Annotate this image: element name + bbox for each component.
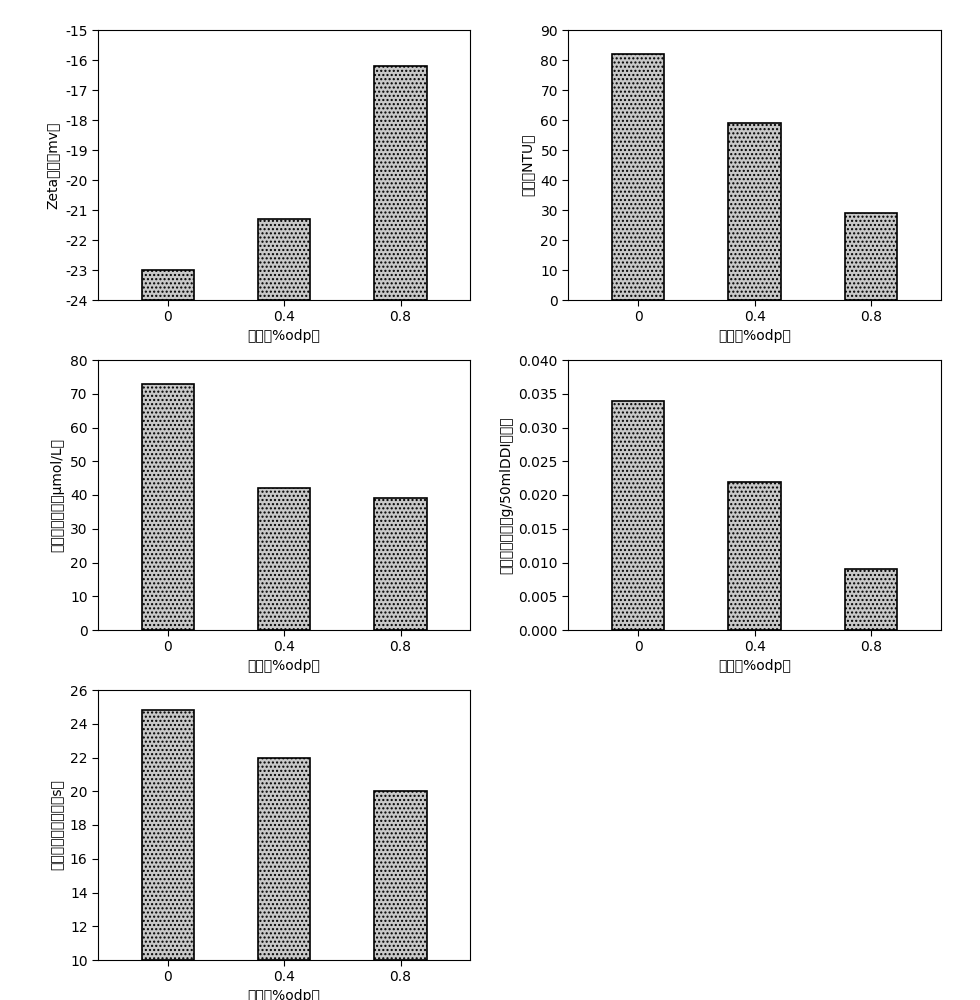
- Y-axis label: 微滤膜截留量（g/50mlDDI滤液）: 微滤膜截留量（g/50mlDDI滤液）: [499, 416, 513, 574]
- Bar: [258, 488, 311, 630]
- Y-axis label: Zeta电位（mv）: Zeta电位（mv）: [45, 121, 60, 209]
- Y-axis label: 浊度（NTU）: 浊度（NTU）: [520, 134, 535, 196]
- X-axis label: 用量（%odp）: 用量（%odp）: [718, 659, 791, 673]
- X-axis label: 用量（%odp）: 用量（%odp）: [718, 329, 791, 343]
- X-axis label: 用量（%odp）: 用量（%odp）: [248, 659, 320, 673]
- X-axis label: 用量（%odp）: 用量（%odp）: [248, 989, 320, 1000]
- Bar: [374, 66, 426, 300]
- Bar: [845, 569, 897, 630]
- Bar: [142, 710, 194, 960]
- Bar: [258, 758, 311, 960]
- Bar: [258, 219, 311, 300]
- Bar: [142, 270, 194, 300]
- Bar: [374, 498, 426, 630]
- X-axis label: 用量（%odp）: 用量（%odp）: [248, 329, 320, 343]
- Bar: [612, 400, 664, 630]
- Bar: [142, 384, 194, 630]
- Bar: [728, 123, 781, 300]
- Y-axis label: 真空动态滤水时间（s）: 真空动态滤水时间（s）: [50, 780, 65, 870]
- Bar: [612, 54, 664, 300]
- Bar: [728, 482, 781, 630]
- Bar: [374, 791, 426, 960]
- Y-axis label: 阳离子需求量（μmol/L）: 阳离子需求量（μmol/L）: [50, 438, 65, 552]
- Bar: [845, 213, 897, 300]
